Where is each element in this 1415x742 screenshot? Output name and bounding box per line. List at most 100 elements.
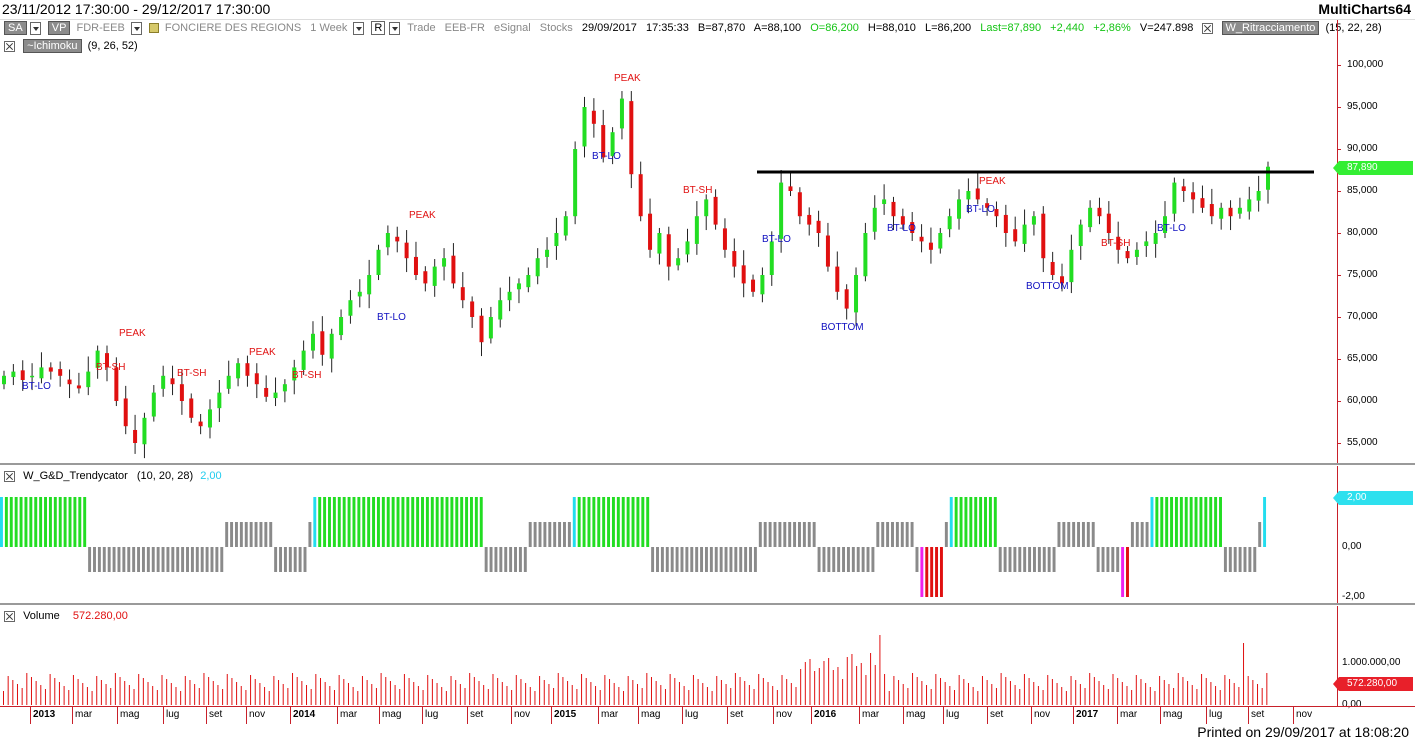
trend-bar <box>915 547 919 572</box>
trend-bar <box>930 547 934 597</box>
candle-body <box>1256 191 1261 201</box>
volume-bar <box>478 681 480 705</box>
trend-bar <box>905 522 909 547</box>
sa-chip[interactable]: SA <box>4 21 27 35</box>
trend-value-tag: 2,00 <box>1333 491 1413 505</box>
time-axis-tick <box>598 706 599 724</box>
volume-bar <box>361 676 363 705</box>
volume-bar <box>292 673 294 705</box>
volume-bar <box>287 688 289 705</box>
volume-bar <box>627 676 629 705</box>
resolution-dropdown-icon[interactable] <box>353 21 365 35</box>
volume-bar <box>110 688 112 705</box>
volume-bar <box>1233 683 1235 705</box>
candle-body <box>732 251 737 267</box>
time-axis-tick <box>811 706 812 724</box>
study-ritracciamento[interactable]: W_Ritracciamento <box>1221 21 1320 35</box>
candle-body <box>1050 261 1055 275</box>
trend-bar <box>73 497 77 547</box>
trend-bar <box>259 522 263 547</box>
volume-chart[interactable] <box>0 606 1337 706</box>
trendycator-name[interactable]: W_G&D_Trendycator <box>23 470 128 482</box>
symbol-dropdown-icon[interactable] <box>130 21 142 35</box>
vp-chip[interactable]: VP <box>47 21 71 35</box>
time-axis-label: set <box>990 709 1004 720</box>
time-axis-label: mar <box>862 709 880 720</box>
trend-bar <box>744 547 748 572</box>
trend-bar <box>1253 547 1257 572</box>
pane-separator-1[interactable] <box>0 463 1415 465</box>
trend-bar <box>445 497 449 547</box>
volume-bar <box>986 680 988 705</box>
sa-dropdown-icon[interactable] <box>29 21 41 35</box>
trend-bar <box>323 497 327 547</box>
candle-body <box>966 191 971 200</box>
candle-body <box>1069 249 1074 283</box>
trend-bar <box>861 547 865 572</box>
trend-bar <box>391 497 395 547</box>
candle-body <box>217 392 222 409</box>
candle-body <box>1153 233 1158 244</box>
time-axis-label: set <box>1251 709 1265 720</box>
volume-bar <box>1154 691 1156 705</box>
volume-bar <box>385 677 387 705</box>
volume-bar <box>734 673 736 705</box>
candle-body <box>48 367 53 372</box>
candle-body <box>348 300 353 316</box>
candle-body <box>994 209 999 217</box>
volume-bar <box>91 691 93 705</box>
volume-bar <box>590 682 592 705</box>
signal-label: PEAK <box>614 73 641 84</box>
close-trendycator-icon[interactable] <box>4 470 15 482</box>
close-study-icon[interactable] <box>1202 22 1214 34</box>
trend-bar <box>577 497 581 547</box>
volume-bar <box>828 658 830 705</box>
price-axis-line <box>1337 20 1338 464</box>
trend-bar <box>1243 547 1247 572</box>
category: Stocks <box>539 21 573 34</box>
time-axis-tick <box>1293 706 1294 724</box>
close-volume-icon[interactable] <box>4 610 15 622</box>
volume-bar <box>35 681 37 705</box>
candle-body <box>573 149 578 217</box>
r-dropdown-icon[interactable] <box>389 21 401 35</box>
trend-bar <box>739 547 743 572</box>
volume-bar <box>1056 683 1058 705</box>
volume-bar <box>254 679 256 705</box>
time-axis-tick <box>467 706 468 724</box>
trend-bar <box>48 497 52 547</box>
price-chart[interactable] <box>0 55 1337 463</box>
trend-bar <box>827 547 831 572</box>
trendycator-chart[interactable] <box>0 466 1337 604</box>
study-ichimoku[interactable]: ~Ichimoku <box>23 39 82 53</box>
trend-bar <box>479 497 483 547</box>
signal-label: BT-SH <box>1101 238 1131 249</box>
trend-bar <box>44 497 47 547</box>
trend-bar <box>460 497 464 547</box>
volume-bar <box>138 674 140 705</box>
volume-bar <box>595 686 597 705</box>
volume-bar <box>315 674 317 705</box>
volume-bar <box>744 681 746 705</box>
candle-body <box>1181 186 1186 191</box>
trend-bar <box>93 547 96 572</box>
trend-bar <box>514 547 517 572</box>
candle-body <box>769 241 774 275</box>
trend-bar <box>151 547 155 572</box>
volume-bar <box>343 679 345 705</box>
candle-body <box>591 110 596 124</box>
trend-bar <box>935 547 939 597</box>
volume-bar <box>581 674 583 705</box>
close-ichimoku-icon[interactable] <box>4 40 15 52</box>
volume-name[interactable]: Volume <box>23 610 60 622</box>
pane-separator-2[interactable] <box>0 603 1415 605</box>
instrument-icon <box>148 23 159 33</box>
r-button[interactable]: R <box>371 21 386 35</box>
trend-bar <box>891 522 894 547</box>
volume-bar <box>944 682 946 705</box>
volume-bar <box>823 661 825 705</box>
time-axis-label: lug <box>685 709 699 720</box>
trend-bar <box>264 522 268 547</box>
trend-bar <box>1135 522 1139 547</box>
trend-bar <box>685 547 689 572</box>
